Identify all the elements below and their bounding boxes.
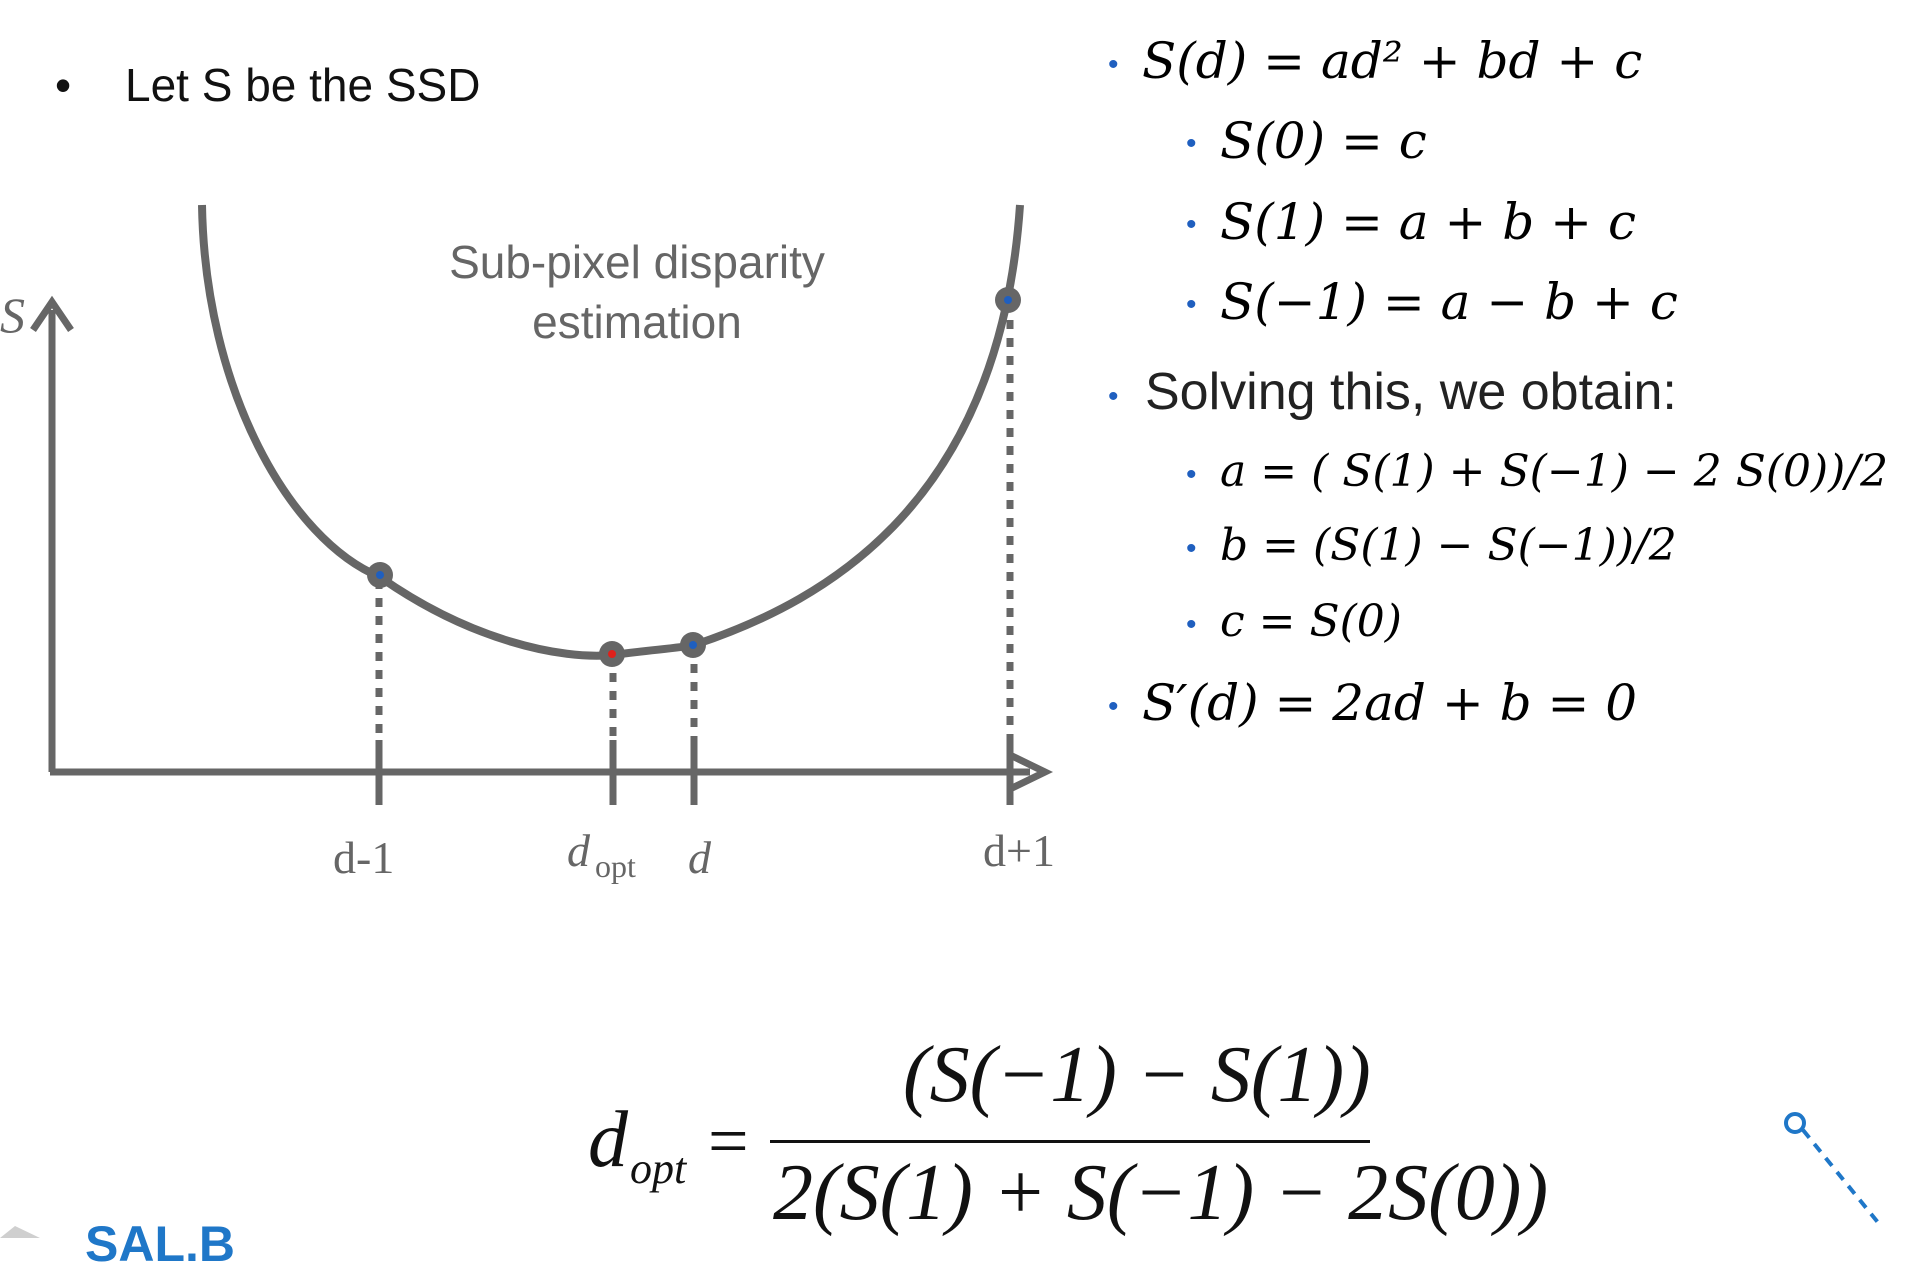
chart-title-line2: estimation: [532, 296, 742, 348]
eq-ssd-quadratic: S(d) = ad² + bd + c: [1142, 32, 1643, 90]
disparity-chart: Sub-pixel disparity estimation S d-1 d o…: [0, 204, 1055, 884]
x-label-d-minus-1: d-1: [333, 832, 394, 883]
bullet-dot: •: [1186, 608, 1197, 641]
point-d-plus-1-core: [1004, 296, 1012, 304]
bullet-dot: •: [1186, 127, 1197, 160]
point-d-core: [689, 641, 697, 649]
formula-lhs-sub: opt: [630, 1144, 687, 1193]
solving-text: Solving this, we obtain:: [1145, 363, 1677, 421]
y-axis-arrow: [30, 295, 74, 332]
x-label-d-opt-sub: opt: [595, 848, 636, 884]
eq-s0: S(0) = c: [1220, 112, 1427, 170]
bullet-dot: •: [1108, 48, 1119, 81]
equation-panel: • S(d) = ad² + bd + c • S(0) = c • S(1) …: [1108, 32, 1889, 732]
eq-solve-a: a = ( S(1) + S(−1) − 2 S(0))/2: [1220, 446, 1889, 497]
point-d-minus-1-core: [376, 571, 384, 579]
eq-derivative: S′(d) = 2ad + b = 0: [1142, 674, 1638, 732]
bullet-dot: •: [1186, 532, 1197, 565]
eq-solve-c: c = S(0): [1220, 596, 1402, 647]
bullet-dot: •: [1108, 380, 1119, 413]
bullet-dot: •: [55, 59, 72, 111]
eq-solve-b: b = (S(1) − S(−1))/2: [1220, 520, 1677, 571]
x-label-d-opt: d: [567, 825, 591, 876]
point-d-opt-core: [608, 650, 616, 658]
eq-s-minus-1: S(−1) = a − b + c: [1220, 273, 1678, 331]
bullet-dot: •: [1186, 208, 1197, 241]
x-label-d-plus-1: d+1: [983, 825, 1055, 876]
bullet-dot: •: [1108, 690, 1119, 723]
x-label-d: d: [688, 832, 712, 883]
footer-brand: SAL.B: [85, 1216, 235, 1272]
bullet-dot: •: [1186, 458, 1197, 491]
intro-bullet: • Let S be the SSD: [55, 58, 480, 112]
eq-s1: S(1) = a + b + c: [1220, 193, 1636, 251]
d-opt-formula: d opt = (S(−1) − S(1)) 2(S(1) + S(−1) − …: [588, 1031, 1548, 1237]
formula-equals: =: [708, 1101, 749, 1181]
chart-title-line1: Sub-pixel disparity: [449, 236, 825, 288]
bullet-dot: •: [1186, 288, 1197, 321]
formula-denominator: 2(S(1) + S(−1) − 2S(0)): [773, 1149, 1549, 1237]
fraction-bar: [770, 1140, 1370, 1143]
y-axis-label: S: [0, 287, 25, 343]
formula-numerator: (S(−1) − S(1)): [903, 1031, 1371, 1119]
formula-lhs: d: [588, 1096, 628, 1184]
intro-text: Let S be the SSD: [125, 59, 481, 111]
